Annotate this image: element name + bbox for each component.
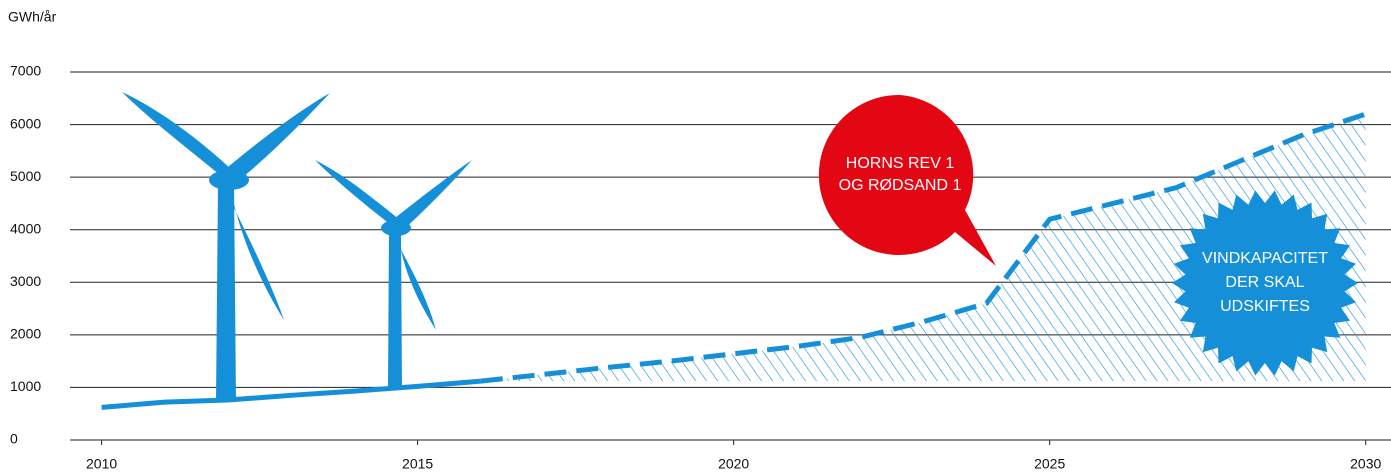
y-tick-label: 6000 (10, 115, 41, 131)
x-tick-label: 2020 (718, 456, 749, 472)
y-tick-label: 5000 (10, 168, 41, 184)
tower (388, 230, 402, 390)
speech-bubble (818, 94, 996, 266)
starburst-text: DER SKAL (1225, 274, 1304, 291)
y-tick-label: 1000 (10, 378, 41, 394)
line (101, 378, 482, 410)
starburst-shape (1172, 190, 1358, 376)
y-tick-label: 3000 (10, 273, 41, 289)
tower (216, 182, 236, 402)
x-tick-label: 2015 (402, 456, 433, 472)
hatched-area (480, 114, 1366, 382)
blade (222, 184, 284, 320)
starburst-text: VINDKAPACITET (1202, 250, 1328, 267)
x-tick-label: 2010 (86, 456, 117, 472)
y-tick-label: 2000 (10, 326, 41, 342)
blade (315, 160, 400, 228)
y-tick-label: 7000 (10, 63, 41, 79)
hub (381, 220, 411, 236)
hub (209, 170, 249, 190)
callout: HORNS REV 1 OG RØDSAND 1 (818, 94, 996, 266)
turbines (122, 92, 472, 402)
callout-text: HORNS REV 1 (846, 155, 955, 172)
y-tick-label: 0 (10, 431, 18, 447)
dashed-line (480, 111, 1367, 384)
x-tick-label: 2025 (1034, 456, 1065, 472)
x-tick-label: 2030 (1350, 456, 1381, 472)
y-tick-label: 4000 (10, 220, 41, 236)
blade (390, 160, 472, 233)
blade (122, 92, 232, 180)
blade (391, 232, 436, 330)
blade (222, 93, 330, 186)
starburst-text: UDSKIFTES (1220, 298, 1310, 315)
callout-text: OG RØDSAND 1 (839, 177, 962, 194)
starburst: VINDKAPACITET DER SKAL UDSKIFTES (1172, 190, 1358, 376)
y-axis-label: GWh/år (8, 9, 57, 25)
